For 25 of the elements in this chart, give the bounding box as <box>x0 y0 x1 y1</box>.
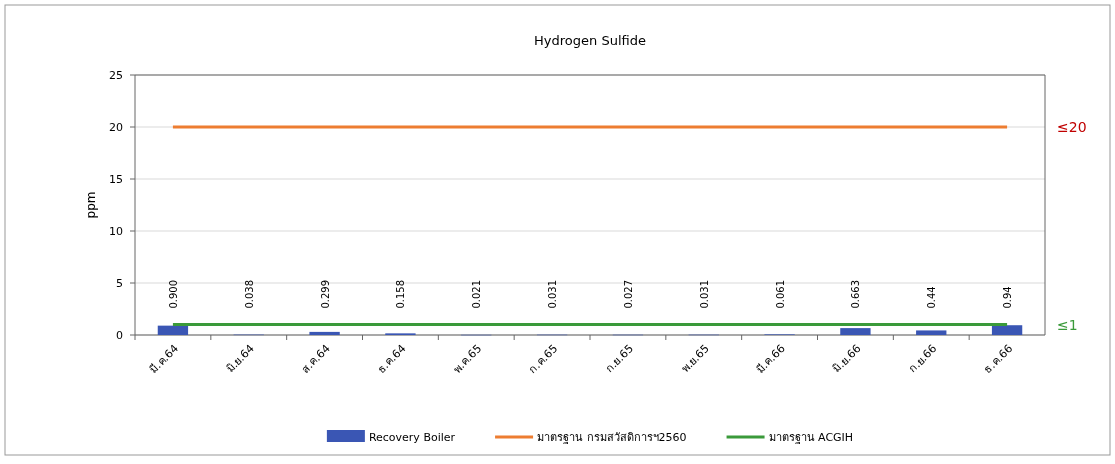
text: 0.027 <box>622 279 634 309</box>
y-tick-label: 15 <box>109 173 123 186</box>
y-tick-label: 25 <box>109 69 123 82</box>
text: 0.038 <box>243 279 255 309</box>
y-tick-label: 20 <box>109 121 123 134</box>
text: 0.299 <box>319 279 331 309</box>
legend-label: มาตรฐาน กรมสวัสดิการฯ2560 <box>537 431 687 444</box>
text: 0.663 <box>850 279 862 309</box>
text: 0.031 <box>547 279 559 309</box>
legend-label: Recovery Boiler <box>368 431 456 444</box>
text: 0.031 <box>698 279 710 309</box>
y-axis-title: ppm <box>84 191 98 219</box>
text: 0.94 <box>1002 286 1014 309</box>
legend-label: มาตรฐาน ACGIH <box>768 431 854 444</box>
y-tick-label: 0 <box>116 329 123 342</box>
text: ≤1 <box>1057 316 1078 333</box>
text: 0.021 <box>471 279 483 309</box>
text: 0.44 <box>926 286 938 309</box>
chart-title: Hydrogen Sulfide <box>534 33 646 48</box>
text: 0.158 <box>395 279 407 309</box>
text: 0.900 <box>167 279 179 309</box>
text: 0.061 <box>774 279 786 309</box>
y-tick-label: 5 <box>116 277 123 290</box>
text: ≤20 <box>1057 119 1087 135</box>
y-tick-label: 10 <box>109 225 123 238</box>
